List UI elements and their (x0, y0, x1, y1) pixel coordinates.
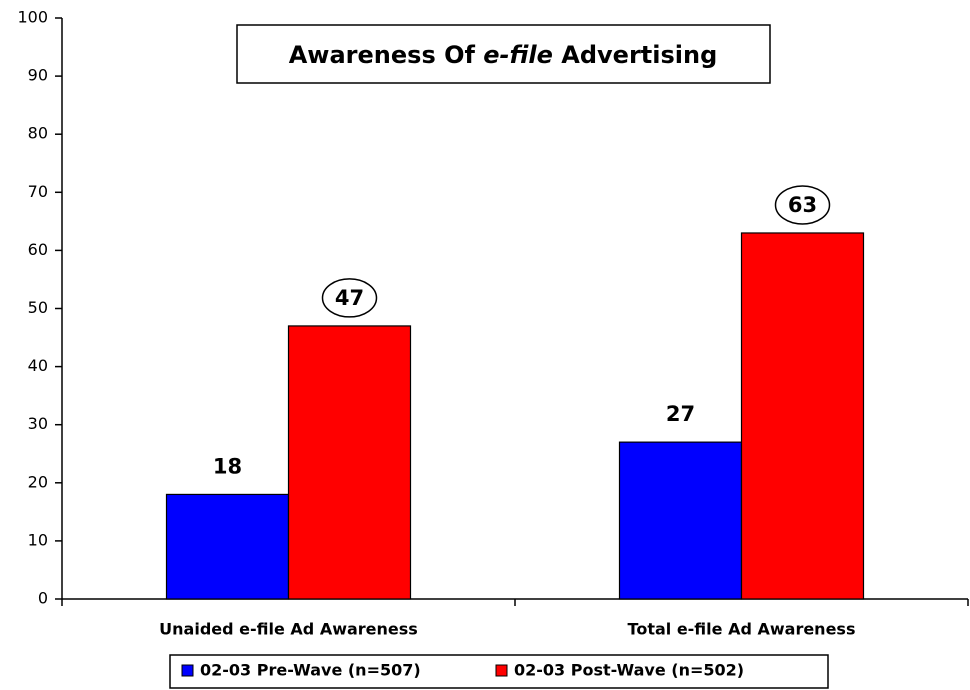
legend-swatch (181, 664, 194, 677)
bar (165, 493, 290, 600)
legend-label: 02-03 Post-Wave (n=502) (514, 661, 744, 680)
label-circle (321, 278, 378, 318)
x-tick-label: Total e-file Ad Awareness (628, 620, 856, 639)
y-tick-label: 10 (28, 530, 48, 549)
y-tick-label: 0 (38, 589, 48, 608)
x-tick-label: Unaided e-file Ad Awareness (159, 620, 418, 639)
y-tick-label: 60 (28, 240, 48, 259)
y-tick-label: 40 (28, 356, 48, 375)
value-label: 18 (213, 454, 242, 478)
y-tick-label: 50 (28, 298, 48, 317)
title-box (236, 24, 771, 84)
y-tick-label: 30 (28, 414, 48, 433)
chart-title: Awareness Of e-file Advertising (289, 41, 718, 69)
label-circle (774, 185, 831, 225)
y-tick-label: 70 (28, 182, 48, 201)
y-tick-label: 80 (28, 124, 48, 143)
bar (618, 441, 743, 600)
value-label: 63 (788, 193, 817, 217)
y-tick-label: 100 (17, 8, 48, 27)
bar (287, 325, 412, 600)
y-tick-label: 20 (28, 472, 48, 491)
title-part: Advertising (553, 41, 717, 69)
legend-label: 02-03 Pre-Wave (n=507) (200, 661, 421, 680)
title-part: e-file (483, 41, 553, 69)
bar (740, 232, 865, 600)
title-part: Awareness Of (289, 41, 484, 69)
y-tick-label: 90 (28, 66, 48, 85)
legend-swatch (495, 664, 508, 677)
value-label: 47 (335, 286, 364, 310)
value-label: 27 (666, 402, 695, 426)
